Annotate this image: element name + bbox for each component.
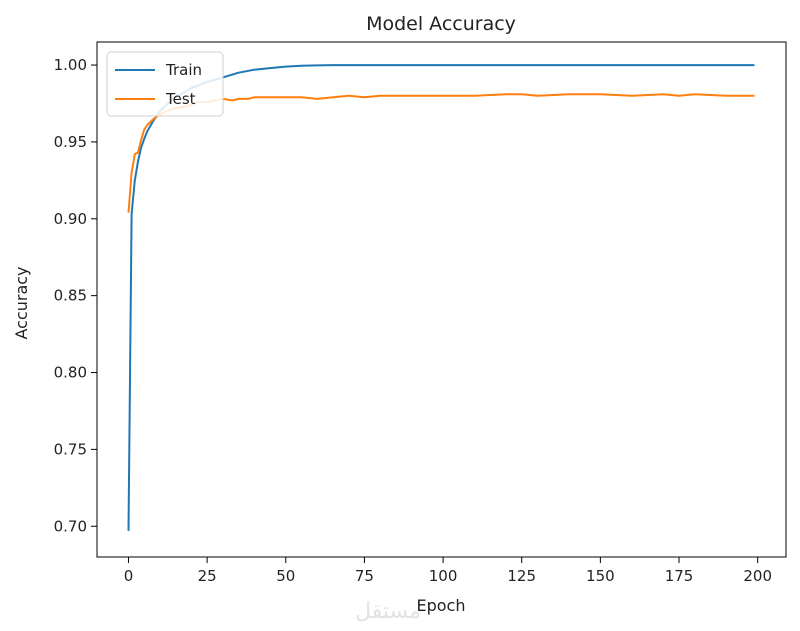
y-axis-title: Accuracy <box>12 266 31 339</box>
x-tick-label: 100 <box>429 567 458 585</box>
y-tick-label: 0.85 <box>54 287 87 305</box>
legend-label-test: Test <box>165 90 196 108</box>
series-line-test <box>127 93 755 213</box>
legend-label-train: Train <box>165 61 202 79</box>
legend-box <box>106 51 224 117</box>
series-line-train <box>127 64 755 531</box>
x-tick-label: 75 <box>355 567 374 585</box>
x-tick-label: 125 <box>507 567 536 585</box>
plot-frame <box>96 41 787 558</box>
y-tick-label: 0.70 <box>54 517 87 535</box>
x-tick-label: 150 <box>586 567 615 585</box>
x-tick-label: 200 <box>743 567 772 585</box>
x-tick-label: 175 <box>665 567 694 585</box>
x-tick-label: 50 <box>276 567 295 585</box>
x-axis-title: Epoch <box>417 596 466 615</box>
watermark: مستقل <box>355 599 421 624</box>
y-tick-label: 1.00 <box>54 56 87 74</box>
y-tick-label: 0.90 <box>54 210 87 228</box>
x-tick-label: 0 <box>124 567 134 585</box>
chart-title: Model Accuracy <box>366 13 516 35</box>
y-tick-label: 0.75 <box>54 440 87 458</box>
y-tick-label: 0.95 <box>54 133 87 151</box>
y-tick-label: 0.80 <box>54 364 87 382</box>
legend: Train Test <box>106 51 224 117</box>
x-tick-label: 25 <box>198 567 217 585</box>
